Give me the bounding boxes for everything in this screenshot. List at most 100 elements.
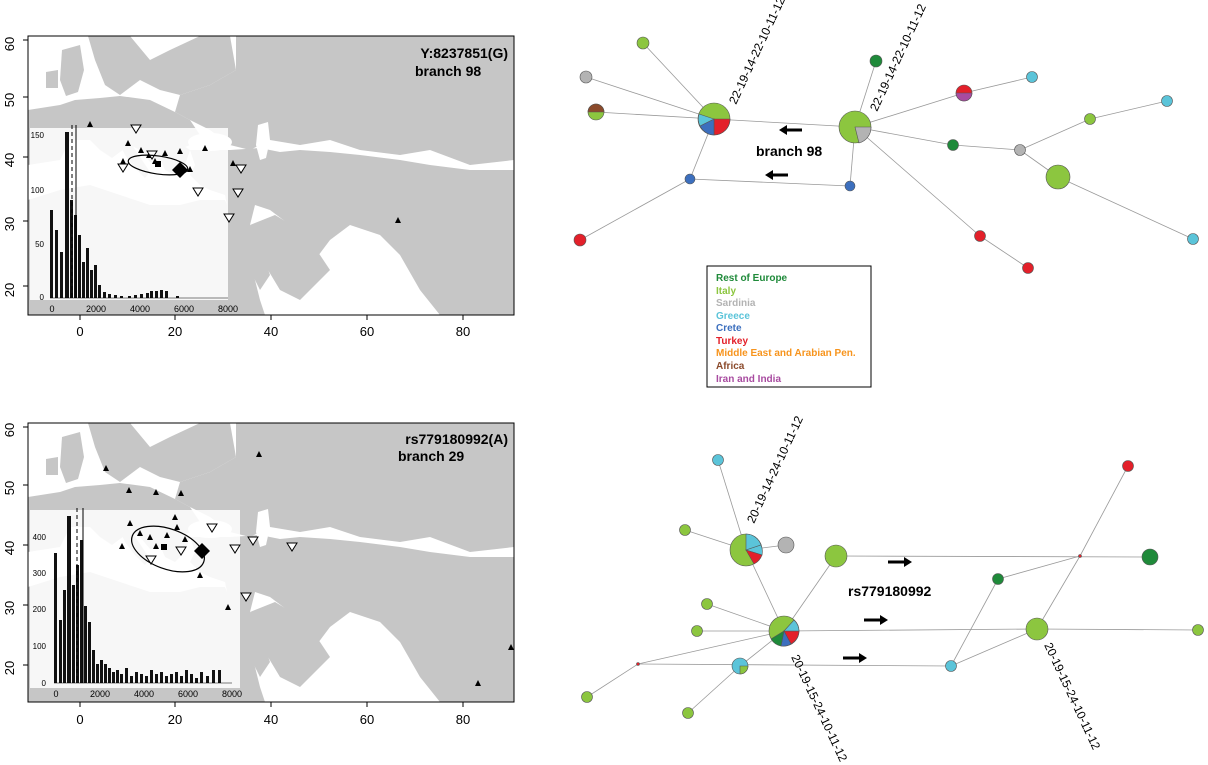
network-1-nodes [573, 36, 1199, 274]
hist-y-tick: 50 [35, 240, 44, 249]
node-greece [1161, 95, 1173, 107]
panel-title: Y:8237851(G) [420, 45, 508, 61]
node-sardinia [777, 536, 795, 554]
branch-label: rs779180992 [848, 583, 932, 599]
hist-x-tick: 0 [49, 304, 54, 314]
x-tick-label: 40 [264, 712, 278, 727]
node-greece [712, 454, 724, 466]
legend-item: Sardinia [716, 298, 756, 309]
node-greece [945, 660, 957, 672]
hist-y-tick: 150 [31, 131, 45, 140]
network-1-labels: 22-19-14-22-10-11-12 22-19-14-22-10-11-1… [726, 0, 929, 180]
haplotype-network-2 [586, 459, 1199, 714]
map-y-axis: 20 30 40 50 60 [2, 423, 28, 675]
hist-y-tick: 0 [42, 679, 47, 688]
node-italy [636, 36, 650, 50]
hist-x-tick: 8000 [222, 689, 242, 699]
node-mixed-large [729, 533, 763, 567]
x-tick-label: 20 [168, 324, 182, 339]
node-rest-europe [992, 573, 1004, 585]
node-label: 22-19-14-22-10-11-12 [726, 0, 788, 106]
node-rest-europe [947, 139, 959, 151]
node-italy-africa [587, 103, 605, 121]
map-panel-1: 0 20 40 60 80 20 30 40 50 60 Y:8237851(G… [2, 35, 515, 339]
node-greece [1187, 233, 1199, 245]
hist-y-tick: 200 [33, 605, 47, 614]
legend-item: Rest of Europe [716, 273, 788, 284]
node-median [1078, 554, 1082, 558]
node-crete [844, 180, 856, 192]
network-2-nodes [581, 454, 1204, 719]
network-2-labels: 20-19-14-24-10-11-12 20-19-15-24-10-11-1… [744, 413, 1103, 764]
hist-x-tick: 6000 [178, 689, 198, 699]
node-italy [581, 691, 593, 703]
hist-x-tick: 8000 [218, 304, 238, 314]
panel-subtitle: branch 29 [398, 448, 464, 464]
legend-item: Crete [716, 323, 742, 334]
map-markers [87, 121, 401, 223]
y-tick-label: 60 [2, 423, 17, 437]
node-italy [824, 544, 848, 568]
node-sardinia [579, 70, 593, 84]
hist-x-tick: 6000 [174, 304, 194, 314]
node-turkey [974, 230, 986, 242]
y-tick-label: 20 [2, 283, 17, 297]
y-tick-label: 30 [2, 217, 17, 231]
hist-y-tick: 400 [33, 533, 47, 542]
y-tick-label: 50 [2, 93, 17, 107]
hist-x-tick: 4000 [134, 689, 154, 699]
x-tick-label: 80 [456, 324, 470, 339]
hist-x-tick: 2000 [86, 304, 106, 314]
y-tick-label: 40 [2, 541, 17, 555]
arrow-icon [779, 125, 802, 135]
arrow-icon [864, 615, 888, 625]
hist-y-tick: 0 [40, 293, 45, 302]
node-rest-europe [1141, 548, 1159, 566]
inset-histogram: 0 2000 4000 6000 8000 0 100 200 300 400 [30, 508, 242, 699]
x-tick-label: 0 [76, 712, 83, 727]
node-italy [1192, 624, 1204, 636]
arrow-icon [843, 653, 867, 663]
map-x-axis: 0 20 40 60 80 [76, 315, 470, 339]
hist-x-tick: 2000 [90, 689, 110, 699]
x-tick-label: 60 [360, 324, 374, 339]
x-tick-label: 40 [264, 324, 278, 339]
hist-y-tick: 300 [33, 569, 47, 578]
legend: Rest of Europe Italy Sardinia Greece Cre… [706, 265, 872, 388]
legend-item: Africa [716, 361, 745, 372]
node-sardinia [1014, 144, 1026, 156]
panel-subtitle: branch 98 [415, 63, 481, 79]
node-mixed-large [697, 102, 731, 136]
node-label: 20-19-15-24-10-11-12 [1041, 640, 1103, 752]
y-tick-label: 30 [2, 601, 17, 615]
node-italy [1084, 113, 1096, 125]
inset-histogram: 0 2000 4000 6000 8000 0 50 100 150 [30, 125, 238, 314]
arrow-icon [888, 557, 912, 567]
x-tick-label: 80 [456, 712, 470, 727]
branch-label: branch 98 [756, 143, 822, 159]
node-turkey [1122, 460, 1134, 472]
x-tick-label: 20 [168, 712, 182, 727]
map-panel-2: 0 20 40 60 80 20 30 40 50 60 rs779180992… [2, 422, 515, 727]
node-italy [691, 625, 703, 637]
node-greece-italy [731, 657, 749, 675]
legend-item: Turkey [716, 336, 748, 347]
y-tick-label: 40 [2, 153, 17, 167]
hist-y-tick: 100 [33, 642, 47, 651]
hist-x-tick: 0 [53, 689, 58, 699]
y-tick-label: 50 [2, 481, 17, 495]
panel-title: rs779180992(A) [405, 431, 508, 447]
node-median [636, 662, 640, 666]
node-greece [1026, 71, 1038, 83]
node-turkey [573, 233, 587, 247]
node-turkey [1022, 262, 1034, 274]
node-mixed-large [768, 615, 800, 647]
y-tick-label: 60 [2, 37, 17, 51]
legend-item: Middle East and Arabian Pen. [716, 348, 856, 359]
node-italy [682, 707, 694, 719]
arrow-icon [765, 170, 788, 180]
node-turkey-iran [955, 84, 973, 102]
node-italy [1025, 617, 1049, 641]
map-markers [103, 451, 514, 686]
y-tick-label: 20 [2, 661, 17, 675]
